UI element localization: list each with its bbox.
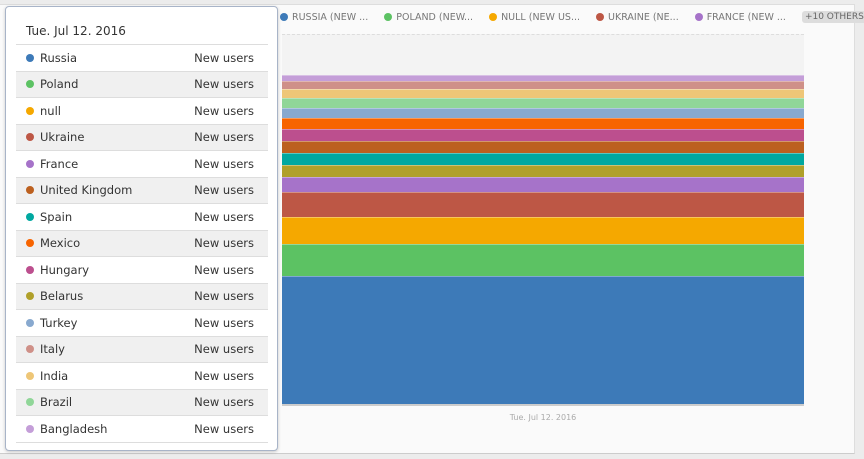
series-name: Mexico bbox=[40, 236, 81, 251]
series-dot-icon bbox=[26, 371, 34, 380]
series-name: Brazil bbox=[40, 395, 73, 410]
metric-label: New users bbox=[194, 236, 254, 251]
area-band-spain[interactable] bbox=[282, 153, 804, 165]
tooltip-title: Tue. Jul 12. 2016 bbox=[26, 24, 126, 38]
tooltip-row: Russia New users bbox=[16, 45, 268, 72]
series-dot-icon bbox=[26, 292, 34, 301]
metric-label: New users bbox=[194, 103, 254, 118]
plot-area bbox=[282, 34, 804, 405]
area-band-turkey[interactable] bbox=[282, 108, 804, 118]
legend-item[interactable]: UKRAINE (NE... bbox=[596, 12, 679, 23]
area-band-hungary[interactable] bbox=[282, 129, 804, 141]
tooltip-row: United Kingdom New users bbox=[16, 177, 268, 204]
legend-label: FRANCE (NEW ... bbox=[706, 11, 786, 23]
metric-label: New users bbox=[194, 130, 254, 145]
series-name: Spain bbox=[40, 209, 73, 224]
series-dot-icon bbox=[26, 159, 34, 168]
metric-label: New users bbox=[194, 421, 254, 436]
area-band-belarus[interactable] bbox=[282, 165, 804, 177]
legend-item[interactable]: NULL (NEW US... bbox=[489, 12, 580, 23]
series-dot-icon bbox=[26, 53, 34, 62]
series-name: Belarus bbox=[40, 289, 84, 304]
series-name: Ukraine bbox=[40, 130, 85, 145]
series-dot-icon bbox=[26, 186, 34, 195]
x-tick-label: Tue. Jul 12. 2016 bbox=[509, 413, 577, 422]
series-dot-icon bbox=[26, 80, 34, 89]
area-band-india[interactable] bbox=[282, 89, 804, 98]
series-dot-icon bbox=[26, 106, 34, 115]
series-dot-icon bbox=[26, 345, 34, 354]
tooltip-row: Mexico New users bbox=[16, 230, 268, 257]
series-name: null bbox=[40, 103, 61, 118]
area-band-france[interactable] bbox=[282, 177, 804, 192]
area-band-mexico[interactable] bbox=[282, 118, 804, 129]
series-dot-icon bbox=[26, 318, 34, 327]
metric-label: New users bbox=[194, 156, 254, 171]
series-name: Russia bbox=[40, 50, 77, 65]
legend-label: RUSSIA (NEW ... bbox=[292, 11, 369, 23]
legend-dot-icon bbox=[489, 13, 498, 21]
series-name: Turkey bbox=[40, 315, 78, 330]
legend-item[interactable]: RUSSIA (NEW ... bbox=[280, 12, 368, 23]
series-name: Poland bbox=[40, 77, 79, 92]
legend-label: NULL (NEW US... bbox=[501, 11, 581, 23]
series-dot-icon bbox=[26, 424, 34, 433]
series-name: India bbox=[40, 368, 69, 383]
area-band-ukraine[interactable] bbox=[282, 192, 804, 217]
x-axis-line bbox=[282, 404, 804, 406]
legend-label: UKRAINE (NE... bbox=[608, 11, 679, 23]
series-name: Bangladesh bbox=[40, 421, 108, 436]
tooltip-row: India New users bbox=[16, 363, 268, 390]
area-band-poland[interactable] bbox=[282, 244, 804, 276]
legend-dot-icon bbox=[694, 13, 703, 21]
area-band-bangladesh[interactable] bbox=[282, 75, 804, 81]
series-dot-icon bbox=[26, 212, 34, 221]
legend-dot-icon bbox=[280, 13, 288, 21]
metric-label: New users bbox=[194, 289, 254, 304]
tooltip: Tue. Jul 12. 2016 Russia New users Poland N… bbox=[5, 6, 278, 451]
series-name: Italy bbox=[40, 342, 65, 357]
legend-item[interactable]: POLAND (NEW... bbox=[384, 12, 473, 23]
metric-label: New users bbox=[194, 342, 254, 357]
tooltip-row: null New users bbox=[16, 98, 268, 125]
tooltip-row: Ukraine New users bbox=[16, 124, 268, 151]
tooltip-row: Belarus New users bbox=[16, 283, 268, 310]
metric-label: New users bbox=[194, 77, 254, 92]
tooltip-row: Spain New users bbox=[16, 204, 268, 231]
area-band-brazil[interactable] bbox=[282, 98, 804, 108]
more-series-button[interactable]: +10 OTHERS bbox=[801, 11, 864, 23]
metric-label: New users bbox=[194, 50, 254, 65]
legend-dot-icon bbox=[384, 13, 393, 21]
metric-label: New users bbox=[194, 183, 254, 198]
tooltip-row: Poland New users bbox=[16, 71, 268, 98]
tooltip-row: Turkey New users bbox=[16, 310, 268, 337]
metric-label: New users bbox=[194, 209, 254, 224]
metric-label: New users bbox=[194, 315, 254, 330]
tooltip-row: Hungary New users bbox=[16, 257, 268, 284]
area-band-united-kingdom[interactable] bbox=[282, 141, 804, 153]
area-band-russia[interactable] bbox=[282, 276, 804, 405]
tooltip-row: Bangladesh New users bbox=[16, 416, 268, 443]
metric-label: New users bbox=[194, 395, 254, 410]
metric-label: New users bbox=[194, 368, 254, 383]
chart-legend: RUSSIA (NEW ... POLAND (NEW... NULL (NEW U… bbox=[280, 11, 864, 23]
series-name: United Kingdom bbox=[40, 183, 133, 198]
tooltip-row: France New users bbox=[16, 151, 268, 178]
series-dot-icon bbox=[26, 133, 34, 142]
area-band-italy[interactable] bbox=[282, 81, 804, 89]
metric-label: New users bbox=[194, 262, 254, 277]
legend-dot-icon bbox=[596, 13, 605, 21]
legend-item[interactable]: FRANCE (NEW ... bbox=[694, 11, 786, 23]
tooltip-row: Brazil New users bbox=[16, 389, 268, 416]
series-dot-icon bbox=[26, 398, 34, 407]
tooltip-row: Italy New users bbox=[16, 336, 268, 363]
tooltip-rows: Russia New users Poland New users null New us… bbox=[16, 44, 268, 443]
series-name: Hungary bbox=[40, 262, 90, 277]
series-name: France bbox=[40, 156, 79, 171]
series-dot-icon bbox=[26, 265, 34, 274]
series-dot-icon bbox=[26, 239, 34, 248]
area-band-null[interactable] bbox=[282, 217, 804, 244]
legend-label: POLAND (NEW... bbox=[396, 11, 474, 23]
